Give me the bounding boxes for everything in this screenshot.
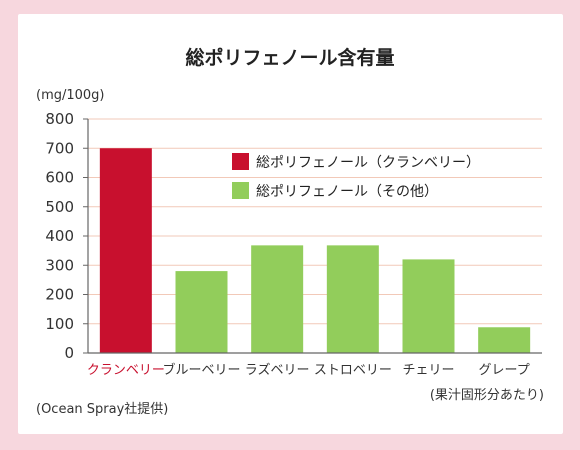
y-tick-label: 300 xyxy=(45,256,74,274)
y-tick-label: 700 xyxy=(45,139,74,157)
y-axis-ticks: 0 100 200 300 400 500 600 700 800 xyxy=(45,110,88,362)
y-tick-label: 500 xyxy=(45,198,74,216)
x-tick-label: ラズベリー xyxy=(245,362,310,378)
legend-swatch-cranberry xyxy=(232,153,249,170)
y-tick-label: 200 xyxy=(45,286,74,304)
bar-5 xyxy=(478,327,531,353)
y-tick-label: 800 xyxy=(45,110,74,128)
y-tick-label: 0 xyxy=(64,344,74,362)
chart-title: 総ポリフェノール含有量 xyxy=(185,46,394,69)
x-tick-label: ブルーベリー xyxy=(162,362,240,378)
source-note: (Ocean Spray社提供) xyxy=(36,401,168,417)
x-tick-label: クランベリー xyxy=(87,363,165,378)
gridlines xyxy=(88,118,542,325)
basis-note: (果汁固形分あたり) xyxy=(430,388,544,403)
legend: 総ポリフェノール（クランベリー） 総ポリフェノール（その他） xyxy=(232,153,480,200)
y-axis-unit: (mg/100g) xyxy=(36,88,105,103)
bar-0 xyxy=(99,148,152,353)
bar-4 xyxy=(402,259,455,353)
legend-swatch-others xyxy=(232,182,249,199)
bars xyxy=(99,148,531,353)
bar-1 xyxy=(175,271,228,353)
y-tick-label: 600 xyxy=(45,169,74,187)
legend-label-others: 総ポリフェノール（その他） xyxy=(256,184,438,200)
bar-3 xyxy=(326,245,379,353)
x-tick-label: グレープ xyxy=(479,363,530,378)
legend-label-cranberry: 総ポリフェノール（クランベリー） xyxy=(256,155,480,171)
x-tick-label: チェリー xyxy=(402,363,454,378)
y-tick-label: 400 xyxy=(45,227,74,245)
bar-2 xyxy=(251,245,304,353)
y-tick-label: 100 xyxy=(45,315,74,333)
x-tick-label: ストロベリー xyxy=(314,363,392,378)
